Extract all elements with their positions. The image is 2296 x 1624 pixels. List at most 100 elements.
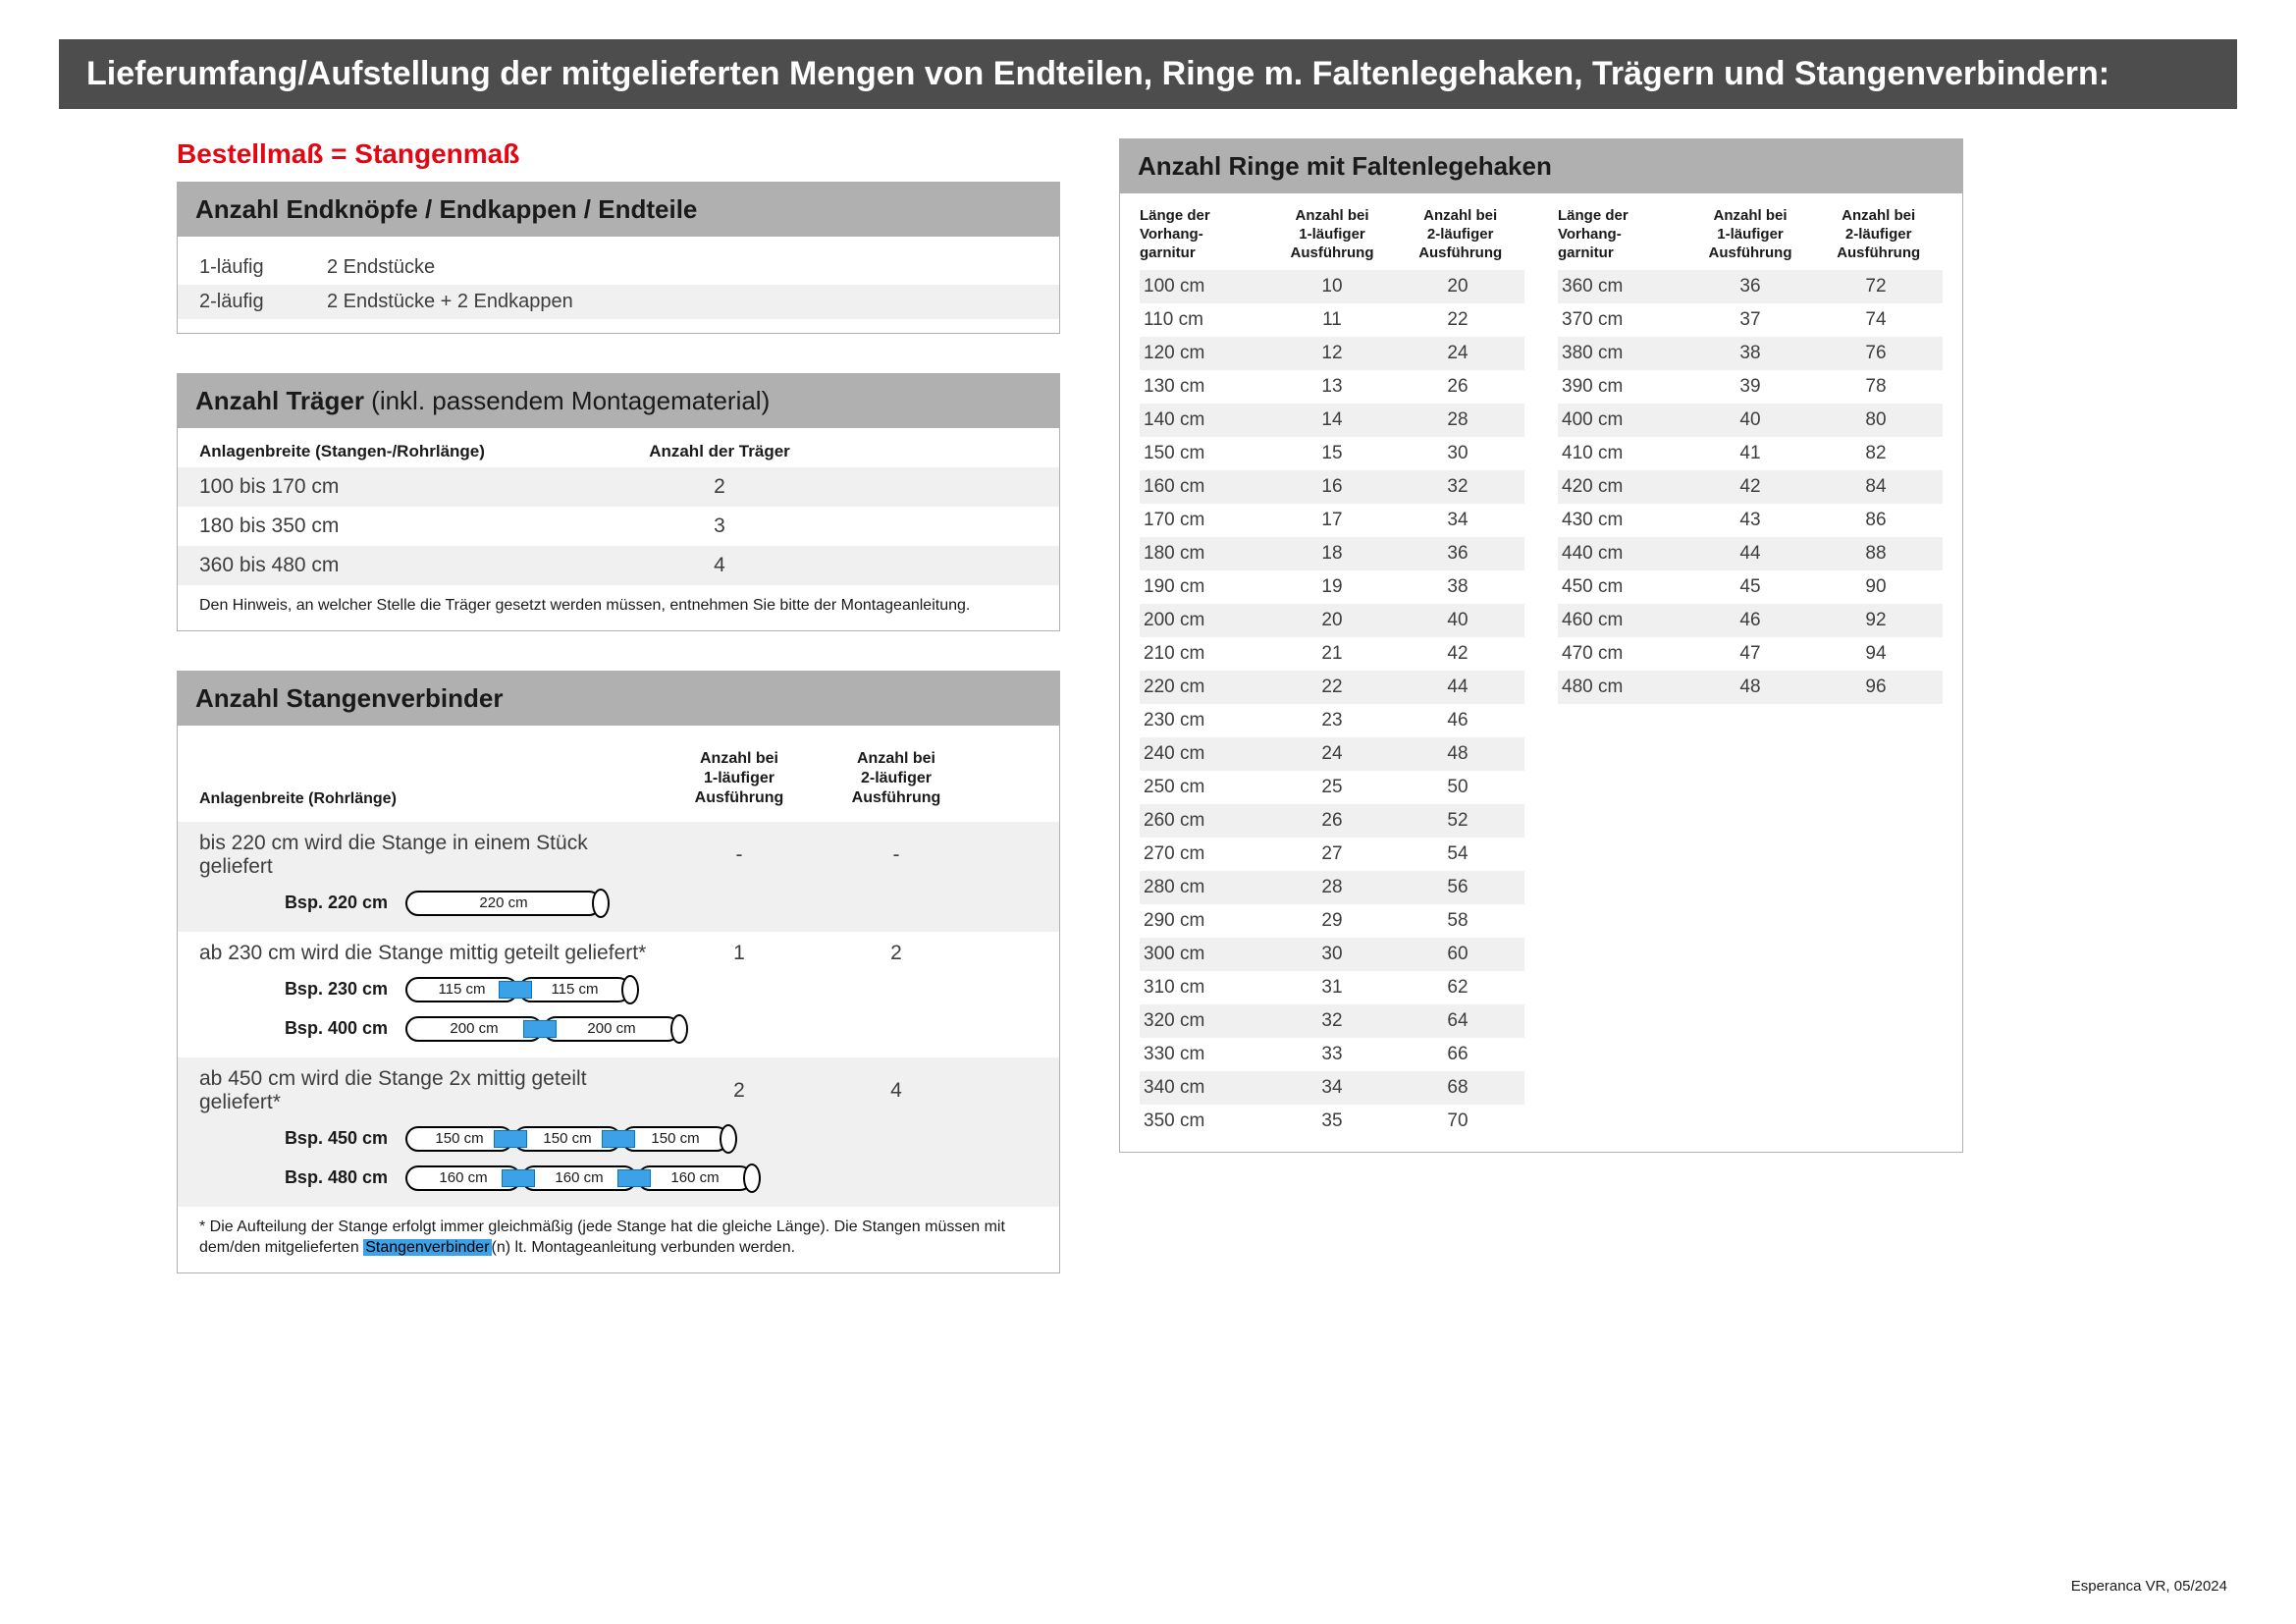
- traeger-col1-header: Anlagenbreite (Stangen-/Rohrlänge): [199, 442, 621, 461]
- ringe-h1: Länge derVorhang-garnitur: [1558, 207, 1686, 262]
- stangenverbinder-section: Anzahl Stangenverbinder Anlagenbreite (R…: [177, 671, 1060, 1273]
- ringe-c2: 23: [1269, 710, 1395, 731]
- ringe-c3: 96: [1813, 677, 1939, 698]
- ringe-c2: 48: [1687, 677, 1813, 698]
- ringe-row: 460 cm4692: [1558, 604, 1943, 637]
- ringe-c2: 11: [1269, 309, 1395, 331]
- ringe-c1: 320 cm: [1144, 1010, 1269, 1032]
- sv-desc: bis 220 cm wird die Stange in einem Stüc…: [199, 832, 661, 879]
- ringe-row: 270 cm2754: [1140, 838, 1524, 871]
- sv-desc: ab 450 cm wird die Stange 2x mittig gete…: [199, 1067, 661, 1114]
- ringe-c2: 28: [1269, 877, 1395, 898]
- ringe-row: 470 cm4794: [1558, 637, 1943, 671]
- ringe-c3: 48: [1395, 743, 1521, 765]
- ringe-row: 390 cm3978: [1558, 370, 1943, 404]
- ringe-c3: 50: [1395, 777, 1521, 798]
- ringe-row: 370 cm3774: [1558, 303, 1943, 337]
- ringe-row: 450 cm4590: [1558, 570, 1943, 604]
- ringe-row: 170 cm1734: [1140, 504, 1524, 537]
- ringe-c1: 130 cm: [1144, 376, 1269, 398]
- ringe-row: 290 cm2958: [1140, 904, 1524, 938]
- ringe-c1: 290 cm: [1144, 910, 1269, 932]
- sv-col2-header: Anzahl bei1-läufigerAusführung: [661, 749, 818, 808]
- endcap-icon: [720, 1124, 737, 1154]
- ringe-c2: 10: [1269, 276, 1395, 298]
- ringe-c2: 24: [1269, 743, 1395, 765]
- ringe-c1: 170 cm: [1144, 510, 1269, 531]
- traeger-row: 100 bis 170 cm2: [178, 467, 1059, 507]
- ringe-c1: 350 cm: [1144, 1110, 1269, 1132]
- ringe-c2: 16: [1269, 476, 1395, 498]
- ringe-c1: 180 cm: [1144, 543, 1269, 565]
- ringe-c3: 24: [1395, 343, 1521, 364]
- ringe-header: Anzahl Ringe mit Faltenlegehaken: [1120, 139, 1962, 193]
- ringe-section: Anzahl Ringe mit Faltenlegehaken Länge d…: [1119, 138, 1963, 1153]
- connector-icon: [494, 1130, 527, 1148]
- ringe-row: 250 cm2550: [1140, 771, 1524, 804]
- ringe-c1: 150 cm: [1144, 443, 1269, 464]
- ringe-c1: 100 cm: [1144, 276, 1269, 298]
- ringe-c3: 90: [1813, 576, 1939, 598]
- endteile-header: Anzahl Endknöpfe / Endkappen / Endteile: [178, 183, 1059, 237]
- ringe-row: 120 cm1224: [1140, 337, 1524, 370]
- ringe-c1: 370 cm: [1562, 309, 1687, 331]
- ringe-h3: Anzahl bei2-läufigerAusführung: [1814, 207, 1943, 262]
- ringe-c1: 470 cm: [1562, 643, 1687, 665]
- ringe-c1: 240 cm: [1144, 743, 1269, 765]
- rod-diagram: 200 cm200 cm: [405, 1014, 688, 1044]
- ringe-row: 410 cm4182: [1558, 437, 1943, 470]
- traeger-c1: 100 bis 170 cm: [199, 475, 621, 499]
- sv-v1: 2: [661, 1079, 818, 1103]
- sv-v1: -: [661, 843, 818, 867]
- ringe-row: 350 cm3570: [1140, 1105, 1524, 1138]
- ringe-c2: 37: [1687, 309, 1813, 331]
- rod-segment: 220 cm: [405, 891, 602, 916]
- ringe-c1: 140 cm: [1144, 409, 1269, 431]
- ringe-c3: 56: [1395, 877, 1521, 898]
- ringe-c1: 250 cm: [1144, 777, 1269, 798]
- ringe-row: 430 cm4386: [1558, 504, 1943, 537]
- ringe-c1: 360 cm: [1562, 276, 1687, 298]
- ringe-c3: 40: [1395, 610, 1521, 631]
- ringe-c2: 39: [1687, 376, 1813, 398]
- ringe-c2: 19: [1269, 576, 1395, 598]
- ringe-c1: 390 cm: [1562, 376, 1687, 398]
- footer-note: Esperanca VR, 05/2024: [2071, 1578, 2227, 1595]
- ringe-c1: 190 cm: [1144, 576, 1269, 598]
- ringe-c2: 17: [1269, 510, 1395, 531]
- ringe-c1: 420 cm: [1562, 476, 1687, 498]
- ringe-c1: 270 cm: [1144, 843, 1269, 865]
- sv-block: bis 220 cm wird die Stange in einem Stüc…: [178, 822, 1059, 932]
- ringe-c3: 44: [1395, 677, 1521, 698]
- ringe-row: 420 cm4284: [1558, 470, 1943, 504]
- ringe-row: 190 cm1938: [1140, 570, 1524, 604]
- sv-block: ab 450 cm wird die Stange 2x mittig gete…: [178, 1057, 1059, 1207]
- traeger-section: Anzahl Träger (inkl. passendem Montagema…: [177, 373, 1060, 631]
- ringe-c1: 230 cm: [1144, 710, 1269, 731]
- endteile-row: 2-läufig2 Endstücke + 2 Endkappen: [178, 285, 1059, 319]
- traeger-c2: 3: [621, 514, 818, 538]
- ringe-row: 230 cm2346: [1140, 704, 1524, 737]
- sv-v2: -: [818, 843, 975, 867]
- ringe-c1: 310 cm: [1144, 977, 1269, 999]
- ringe-c3: 84: [1813, 476, 1939, 498]
- traeger-footnote: Den Hinweis, an welcher Stelle die Träge…: [199, 585, 1038, 617]
- ringe-c2: 22: [1269, 677, 1395, 698]
- ringe-c2: 33: [1269, 1044, 1395, 1065]
- ringe-c2: 34: [1269, 1077, 1395, 1099]
- ringe-c2: 30: [1269, 944, 1395, 965]
- ringe-c3: 58: [1395, 910, 1521, 932]
- left-column: Bestellmaß = Stangenmaß Anzahl Endknöpfe…: [59, 138, 1060, 1313]
- endcap-icon: [592, 889, 610, 918]
- ringe-c1: 220 cm: [1144, 677, 1269, 698]
- sv-desc: ab 230 cm wird die Stange mittig geteilt…: [199, 942, 661, 965]
- ringe-c3: 76: [1813, 343, 1939, 364]
- ringe-c2: 18: [1269, 543, 1395, 565]
- example-label: Bsp. 480 cm: [199, 1167, 405, 1188]
- rod-segment: 160 cm: [637, 1165, 753, 1191]
- ringe-c3: 94: [1813, 643, 1939, 665]
- ringe-c2: 36: [1687, 276, 1813, 298]
- ringe-c1: 430 cm: [1562, 510, 1687, 531]
- ringe-row: 300 cm3060: [1140, 938, 1524, 971]
- connector-icon: [602, 1130, 635, 1148]
